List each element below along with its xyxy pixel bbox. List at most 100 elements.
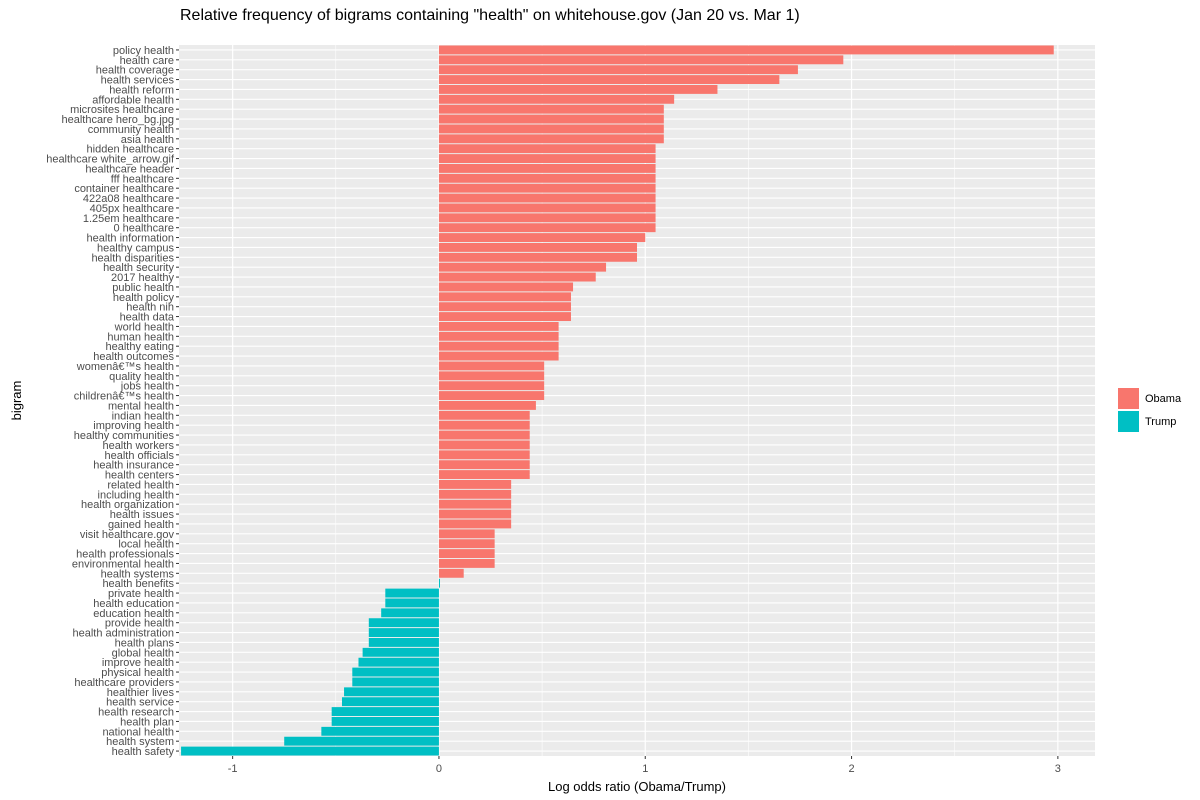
y-axis-title: bigram [9,381,24,421]
bar-health-disparities [438,252,637,262]
bar-health-research [331,707,439,717]
bar-private-health [385,588,439,598]
bar-health-information [438,233,646,243]
bar-health-centers [438,470,530,480]
legend-item-trump: Trump [1118,410,1181,433]
bar-provide-health [368,618,439,628]
bar-including-health [438,489,512,499]
y-tick-label: healthy communities [74,430,175,442]
bar-health-care [438,55,844,65]
bar-global-health [362,647,439,657]
y-tick-label: health nih [126,302,174,314]
bar-children-s-health [438,391,545,401]
plot-panel [179,45,1095,756]
y-tick-label: healthcare providers [74,677,174,689]
y-tick-label: 0 healthcare [113,223,174,235]
y-tick-label: quality health [109,371,174,383]
x-tick-label: -1 [228,763,238,775]
y-tick-label: health education [93,598,174,610]
y-tick-label: local health [118,539,174,551]
y-tick-label: health research [98,707,174,719]
bar-community-health [438,124,664,134]
legend-item-obama: Obama [1118,387,1181,410]
x-tick-label: 2 [848,763,854,775]
y-tick-label: health services [101,75,175,87]
y-tick-label: health workers [102,440,174,452]
y-tick-label: healthcare hero_bg.jpg [61,114,174,126]
y-tick-label: health disparities [91,252,174,264]
bar-health-insurance [438,460,530,470]
bar-visit-healthcare-gov [438,529,495,539]
y-tick-label: provide health [105,618,174,630]
y-tick-label: visit healthcare.gov [80,529,175,541]
bar-mental-health [438,400,536,410]
y-tick-label: related health [107,479,174,491]
y-tick-label: health coverage [96,65,174,77]
bar-health-workers [438,440,530,450]
y-tick-label: healthcare header [85,163,174,175]
legend-label-trump: Trump [1145,415,1177,428]
y-tick-label: mental health [108,400,174,412]
y-tick-label: community health [88,124,174,136]
bar-local-health [438,539,495,549]
y-tick-label: health service [106,697,174,709]
bar-health-services [438,75,780,85]
bar-asia-health [438,134,664,144]
y-tick-label: human health [107,331,174,343]
x-axis-title: Log odds ratio (Obama/Trump) [548,779,726,794]
bar-health-plan [331,716,439,726]
bar-indian-health [438,410,530,420]
bar-container-healthcare [438,183,656,193]
bar-health-data [438,312,571,322]
y-tick-label: health administration [72,628,174,640]
y-tick-label: health plans [115,637,175,649]
bars [181,45,1054,756]
y-tick-label: fff healthcare [111,173,174,185]
bar-hidden-healthcare [438,144,656,154]
y-tick-label: indian health [112,410,174,422]
y-tick-label: healthy campus [97,242,175,254]
y-tick-label: 405px healthcare [90,203,174,215]
bar-public-health [438,282,574,292]
y-tick-label: health systems [101,568,175,580]
bar-healthy-campus [438,242,637,252]
y-tick-label: health insurance [93,460,174,472]
bar-health-administration [368,628,439,638]
bar-health-officials [438,450,530,460]
bar-fff-healthcare [438,173,656,183]
bar-healthy-communities [438,430,530,440]
bar-healthcare-header [438,163,656,173]
bar-0-healthcare [438,223,656,233]
bar-health-safety [181,746,439,756]
y-tick-label: health plan [120,716,174,728]
y-tick-label: container healthcare [74,183,174,195]
bar-health-policy [438,292,571,302]
bar-health-systems [438,568,464,578]
y-tick-label: hidden healthcare [87,144,174,156]
y-tick-label: healthcare white_arrow.gif [46,154,175,166]
bar-women-s-health [438,361,545,371]
y-tick-label: environmental health [72,558,174,570]
bar-microsites-healthcare [438,104,664,114]
x-tick-labels: -1 0 1 2 3 [228,756,1061,775]
bar-2017-healthy [438,272,596,282]
y-tick-label: health benefits [102,578,174,590]
y-tick-label: asia health [121,134,174,146]
bar-human-health [438,331,559,341]
bar-jobs-health [438,381,545,391]
bar-healthy-eating [438,341,559,351]
bar-health-reform [438,84,718,94]
bar-health-outcomes [438,351,559,361]
bar-world-health [438,321,559,331]
y-tick-label: health information [87,233,174,245]
bar-health-issues [438,509,512,519]
y-tick-label: health reform [109,84,174,96]
bar-health-professionals [438,549,495,559]
y-tick-label: health safety [112,746,175,758]
bar-healthier-lives [344,687,439,697]
legend-key-obama [1118,388,1139,409]
y-tick-label: policy health [113,45,174,57]
y-tick-label: health officials [104,450,174,462]
